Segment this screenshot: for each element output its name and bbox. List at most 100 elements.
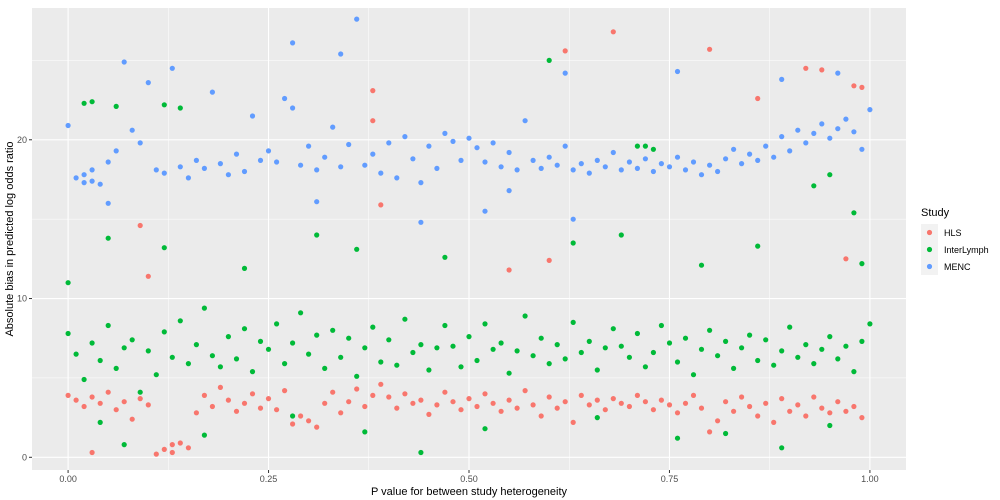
data-point bbox=[506, 267, 512, 273]
data-point bbox=[394, 175, 400, 181]
data-point bbox=[867, 107, 873, 113]
data-point bbox=[410, 400, 416, 406]
data-point bbox=[97, 400, 103, 406]
data-point bbox=[121, 399, 127, 405]
data-point bbox=[225, 172, 231, 178]
data-point bbox=[113, 407, 119, 413]
data-point bbox=[274, 407, 280, 413]
data-point bbox=[490, 346, 496, 352]
data-point bbox=[586, 402, 592, 408]
data-point bbox=[827, 422, 833, 429]
data-point bbox=[434, 402, 440, 408]
data-point bbox=[755, 357, 761, 364]
data-point bbox=[89, 394, 95, 400]
data-point bbox=[458, 407, 464, 413]
data-point bbox=[819, 121, 825, 127]
data-point bbox=[298, 310, 304, 316]
data-point bbox=[121, 59, 127, 65]
data-point bbox=[803, 140, 809, 146]
data-point bbox=[819, 346, 825, 352]
data-point bbox=[362, 403, 368, 410]
data-point bbox=[97, 357, 103, 364]
data-point bbox=[843, 343, 849, 349]
data-point bbox=[530, 402, 536, 408]
data-point bbox=[442, 254, 448, 260]
legend-label: HLS bbox=[944, 228, 962, 238]
data-point bbox=[594, 157, 600, 163]
data-point bbox=[771, 419, 777, 425]
data-point bbox=[634, 143, 641, 149]
data-point bbox=[394, 362, 400, 368]
data-point bbox=[217, 364, 223, 370]
data-point bbox=[426, 367, 432, 373]
data-point bbox=[466, 334, 472, 340]
data-point bbox=[859, 261, 865, 267]
data-point bbox=[506, 188, 512, 194]
data-point bbox=[763, 143, 769, 149]
data-point bbox=[330, 389, 336, 395]
data-point bbox=[642, 364, 649, 370]
data-point bbox=[121, 345, 127, 351]
data-point bbox=[153, 451, 159, 457]
data-point bbox=[803, 342, 809, 348]
data-point bbox=[650, 168, 657, 175]
data-point bbox=[249, 113, 256, 119]
data-point bbox=[626, 403, 633, 410]
data-point bbox=[458, 364, 464, 370]
data-point bbox=[674, 410, 681, 416]
x-axis-title: P value for between study heterogeneity bbox=[371, 486, 568, 498]
data-point bbox=[498, 408, 504, 414]
data-point bbox=[506, 370, 512, 376]
data-point bbox=[426, 143, 432, 149]
data-point bbox=[474, 403, 480, 410]
data-point bbox=[201, 432, 207, 438]
data-point bbox=[81, 376, 87, 383]
data-point bbox=[682, 335, 689, 341]
data-point bbox=[498, 340, 504, 346]
data-point bbox=[739, 161, 745, 167]
data-point bbox=[771, 154, 777, 160]
data-point bbox=[145, 402, 151, 408]
data-point bbox=[314, 232, 320, 238]
data-point bbox=[779, 134, 785, 140]
data-point bbox=[698, 262, 705, 268]
legend-label: InterLymph bbox=[944, 245, 989, 255]
x-tick-label: 0.00 bbox=[59, 474, 77, 484]
data-point bbox=[225, 397, 231, 403]
data-point bbox=[474, 145, 480, 151]
data-point bbox=[450, 138, 456, 144]
data-point bbox=[378, 170, 384, 176]
data-point bbox=[658, 322, 665, 329]
data-point bbox=[827, 334, 833, 340]
data-point bbox=[610, 326, 616, 332]
data-point bbox=[755, 157, 761, 163]
data-point bbox=[739, 345, 745, 351]
data-point bbox=[241, 168, 248, 175]
data-point bbox=[298, 413, 304, 419]
data-point bbox=[586, 338, 592, 344]
data-point bbox=[306, 351, 312, 357]
data-point bbox=[402, 134, 408, 140]
data-point bbox=[666, 164, 673, 170]
data-point bbox=[586, 170, 592, 176]
data-point bbox=[650, 349, 657, 356]
data-point bbox=[610, 149, 616, 156]
legend-item: InterLymph bbox=[921, 241, 989, 258]
data-point bbox=[827, 135, 833, 141]
data-point bbox=[562, 356, 568, 362]
data-point bbox=[779, 76, 785, 82]
data-point bbox=[570, 216, 576, 222]
data-point bbox=[562, 399, 568, 405]
data-point bbox=[105, 159, 111, 165]
data-point bbox=[274, 159, 280, 165]
data-point bbox=[538, 335, 544, 341]
data-point bbox=[169, 65, 175, 71]
data-point bbox=[241, 400, 248, 406]
data-point bbox=[554, 342, 560, 348]
data-point bbox=[434, 345, 440, 351]
data-point bbox=[137, 140, 143, 146]
data-point bbox=[65, 280, 71, 286]
data-point bbox=[113, 103, 119, 109]
data-point bbox=[594, 415, 600, 421]
data-point bbox=[731, 365, 737, 371]
